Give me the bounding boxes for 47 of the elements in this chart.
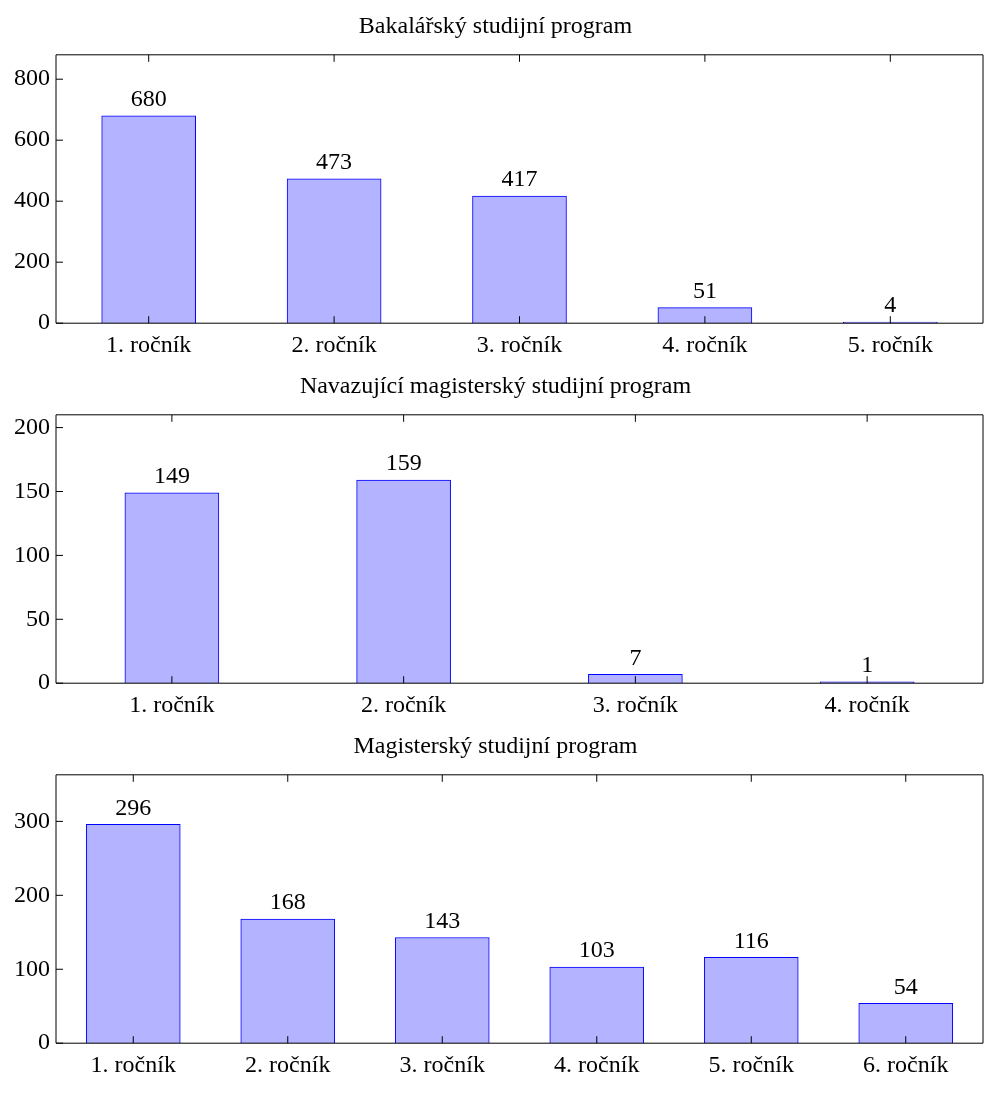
y-tick-label: 300 [14, 806, 50, 833]
data-label: 159 [385, 449, 422, 476]
x-tick-label: 2. ročník [291, 330, 377, 357]
x-tick-label: 4. ročník [554, 1050, 640, 1077]
data-label: 296 [115, 793, 152, 820]
x-tick-label: 2. ročník [360, 690, 447, 717]
chart-title: Magisterský studijní program [353, 731, 638, 758]
x-tick-label: 2. ročník [245, 1050, 331, 1077]
y-tick-label: 0 [38, 308, 50, 335]
chart-title: Bakalářský studijní program [358, 11, 633, 38]
x-tick-label: 1. ročník [90, 1050, 176, 1077]
y-tick-label: 200 [14, 247, 50, 274]
data-label: 103 [578, 936, 615, 963]
x-tick-label: 5. ročník [708, 1050, 794, 1077]
x-tick-label: 5. ročník [847, 330, 933, 357]
y-tick-label: 600 [14, 125, 50, 152]
x-tick-label: 4. ročník [662, 330, 748, 357]
x-tick-label: 3. ročník [399, 1050, 485, 1077]
y-tick-label: 150 [14, 476, 50, 503]
y-tick-label: 50 [26, 604, 50, 631]
chart-title: Navazující magisterský studijní program [299, 371, 692, 398]
data-label: 54 [893, 972, 918, 999]
data-label: 51 [692, 276, 717, 303]
y-tick-label: 100 [14, 540, 50, 567]
y-tick-label: 800 [14, 64, 50, 91]
x-tick-label: 3. ročník [476, 330, 563, 357]
y-tick-label: 200 [14, 880, 50, 907]
x-tick-label: 3. ročník [592, 690, 679, 717]
y-tick-label: 400 [14, 186, 50, 213]
data-label: 417 [501, 165, 538, 192]
data-label: 7 [629, 643, 642, 670]
y-tick-label: 200 [14, 412, 50, 439]
data-label: 168 [269, 888, 306, 915]
y-tick-label: 0 [38, 668, 50, 695]
x-tick-label: 1. ročník [129, 690, 215, 717]
x-tick-label: 6. ročník [863, 1050, 949, 1077]
y-tick-label: 100 [14, 954, 50, 981]
data-label: 680 [130, 85, 167, 112]
data-label: 1 [861, 651, 874, 678]
data-label: 116 [733, 926, 769, 953]
data-label: 149 [153, 462, 190, 489]
data-label: 4 [884, 291, 897, 318]
x-tick-label: 4. ročník [824, 690, 910, 717]
data-label: 143 [424, 906, 461, 933]
x-tick-label: 1. ročník [106, 330, 192, 357]
y-tick-label: 0 [38, 1028, 50, 1055]
data-label: 473 [316, 148, 353, 175]
